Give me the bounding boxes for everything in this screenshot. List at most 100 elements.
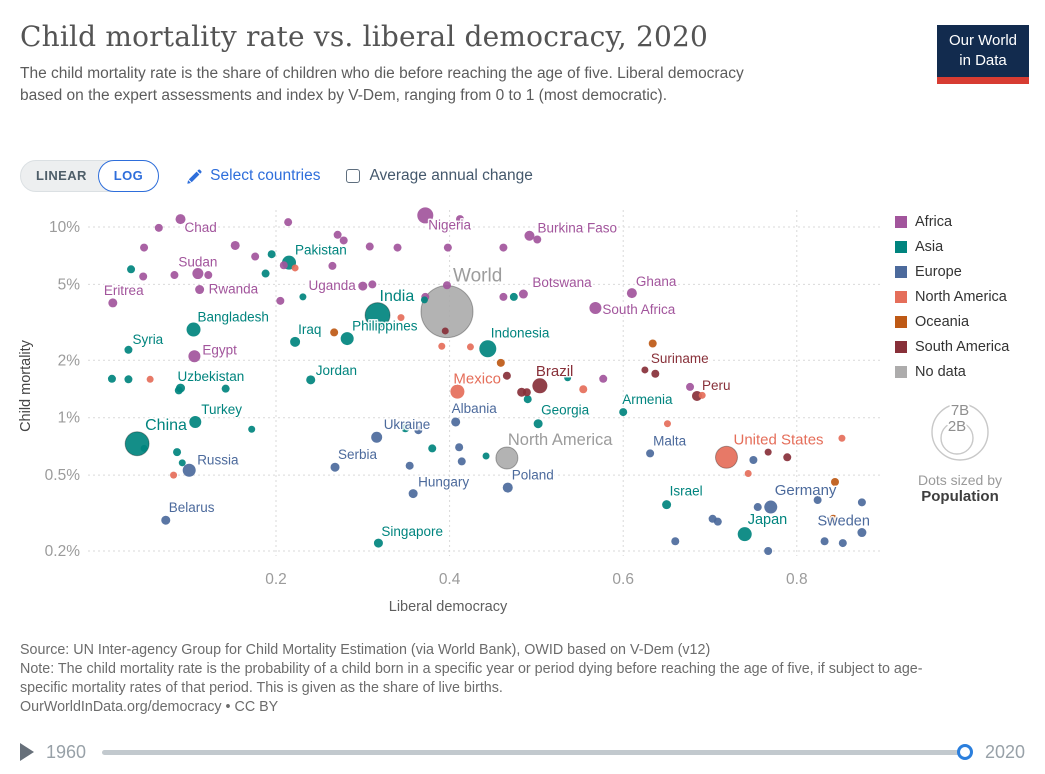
data-point[interactable] xyxy=(230,240,240,250)
legend-item-no-data[interactable]: No data xyxy=(895,364,1009,380)
data-point[interactable] xyxy=(829,514,838,523)
average-annual-change-checkbox[interactable] xyxy=(346,169,361,183)
country-label[interactable]: Poland xyxy=(510,466,555,484)
data-point-ghana[interactable] xyxy=(626,288,637,299)
data-point[interactable] xyxy=(333,230,342,239)
data-point[interactable] xyxy=(279,261,288,270)
play-button[interactable] xyxy=(20,743,34,761)
data-point[interactable] xyxy=(401,424,410,433)
data-point-sudan[interactable] xyxy=(192,268,204,280)
data-point-hungary[interactable] xyxy=(408,489,418,499)
data-point[interactable] xyxy=(139,272,148,281)
country-label[interactable]: Philippines xyxy=(351,317,420,335)
legend-item-europe[interactable]: Europe xyxy=(895,264,1009,280)
data-point[interactable] xyxy=(204,271,213,280)
data-point[interactable] xyxy=(499,292,508,301)
data-point[interactable] xyxy=(441,327,449,335)
data-point[interactable] xyxy=(564,374,572,382)
data-point-india[interactable] xyxy=(364,302,391,329)
country-label[interactable]: India xyxy=(378,287,416,307)
data-point[interactable] xyxy=(368,280,377,289)
country-label[interactable]: Rwanda xyxy=(207,280,260,298)
data-point[interactable] xyxy=(764,448,772,456)
country-label[interactable]: Botswana xyxy=(531,274,594,292)
country-label[interactable]: Eritrea xyxy=(102,281,145,299)
country-label[interactable]: Indonesia xyxy=(489,324,551,342)
data-point[interactable] xyxy=(686,382,695,391)
data-point-serbia[interactable] xyxy=(330,462,340,472)
data-point[interactable] xyxy=(276,296,285,305)
data-point[interactable] xyxy=(442,281,451,290)
data-point[interactable] xyxy=(124,375,133,384)
country-label[interactable]: Israel xyxy=(668,482,704,500)
data-point-north-america[interactable] xyxy=(495,446,519,470)
data-point-malta[interactable] xyxy=(646,449,655,458)
country-label[interactable]: Albania xyxy=(450,399,499,417)
data-point[interactable] xyxy=(140,243,149,252)
country-label[interactable]: Sudan xyxy=(177,253,219,271)
data-point-mexico[interactable] xyxy=(450,384,465,399)
data-point[interactable] xyxy=(170,271,179,280)
data-point[interactable] xyxy=(523,395,532,404)
data-point[interactable] xyxy=(365,242,374,251)
country-label[interactable]: Bangladesh xyxy=(196,308,270,326)
data-point[interactable] xyxy=(328,261,337,270)
data-point-sweden[interactable] xyxy=(857,528,867,538)
data-point[interactable] xyxy=(173,448,182,457)
country-label[interactable]: Belarus xyxy=(167,499,216,517)
data-point[interactable] xyxy=(648,339,657,348)
country-label[interactable]: Ukraine xyxy=(382,416,432,434)
country-label[interactable]: Jordan xyxy=(314,361,358,379)
country-label[interactable]: Georgia xyxy=(540,401,592,419)
legend-item-asia[interactable]: Asia xyxy=(895,239,1009,255)
license-line[interactable]: OurWorldInData.org/democracy • CC BY xyxy=(20,699,279,715)
country-label[interactable]: South Africa xyxy=(601,301,677,319)
data-point[interactable] xyxy=(496,358,505,367)
data-point-israel[interactable] xyxy=(662,500,672,510)
data-point-south-africa[interactable] xyxy=(589,302,602,315)
data-point[interactable] xyxy=(764,546,773,555)
data-point[interactable] xyxy=(455,443,464,452)
data-point-united-states[interactable] xyxy=(714,445,738,469)
data-point[interactable] xyxy=(651,369,660,378)
country-label[interactable]: Uzbekistan xyxy=(176,368,246,386)
legend-item-africa[interactable]: Africa xyxy=(895,214,1009,230)
data-point[interactable] xyxy=(284,218,293,227)
country-label[interactable]: Uganda xyxy=(307,277,358,295)
data-point[interactable] xyxy=(466,343,474,351)
data-point[interactable] xyxy=(299,293,307,301)
country-label[interactable]: Burkina Faso xyxy=(536,219,619,237)
data-point[interactable] xyxy=(499,243,508,252)
country-label[interactable]: North America xyxy=(506,429,614,450)
data-point-philippines[interactable] xyxy=(340,332,354,346)
data-point[interactable] xyxy=(154,223,163,232)
country-label[interactable]: Iraq xyxy=(297,320,323,338)
data-point-jordan[interactable] xyxy=(306,375,316,385)
data-point[interactable] xyxy=(248,425,256,433)
data-point[interactable] xyxy=(261,269,270,278)
data-point[interactable] xyxy=(671,537,680,546)
country-label[interactable]: World xyxy=(451,264,503,288)
average-annual-change-control[interactable]: Average annual change xyxy=(346,167,533,185)
data-point-rwanda[interactable] xyxy=(195,285,205,295)
data-point[interactable] xyxy=(830,478,839,487)
data-point[interactable] xyxy=(291,264,299,272)
data-point[interactable] xyxy=(251,252,260,261)
data-point[interactable] xyxy=(698,391,706,399)
country-label[interactable]: Ghana xyxy=(634,273,678,291)
data-point[interactable] xyxy=(330,328,339,337)
country-label[interactable]: Germany xyxy=(773,481,838,501)
data-point[interactable] xyxy=(414,426,423,435)
data-point-uganda[interactable] xyxy=(358,281,368,291)
data-point-bangladesh[interactable] xyxy=(186,322,201,337)
data-point[interactable] xyxy=(221,384,230,393)
data-point[interactable] xyxy=(783,453,792,462)
country-label[interactable]: Nigeria xyxy=(427,216,473,234)
data-point[interactable] xyxy=(127,265,136,274)
country-label[interactable]: Hungary xyxy=(417,473,471,491)
country-label[interactable]: Japan xyxy=(746,511,789,530)
data-point[interactable] xyxy=(393,243,402,252)
data-point[interactable] xyxy=(428,444,437,453)
data-point[interactable] xyxy=(502,371,511,380)
linear-toggle-button[interactable]: LINEAR xyxy=(36,168,87,183)
